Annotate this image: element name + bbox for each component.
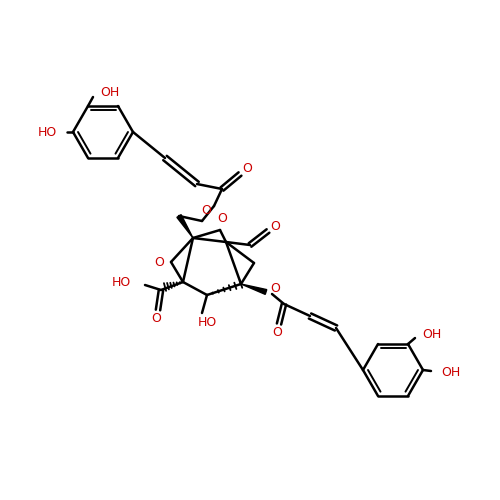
Text: OH: OH: [100, 86, 119, 98]
Text: O: O: [270, 220, 280, 232]
Text: O: O: [201, 204, 211, 216]
Text: O: O: [242, 162, 252, 175]
Text: O: O: [151, 312, 161, 324]
Polygon shape: [177, 214, 193, 238]
Text: HO: HO: [112, 276, 131, 289]
Text: O: O: [272, 326, 282, 340]
Text: HO: HO: [198, 316, 216, 328]
Polygon shape: [241, 284, 267, 294]
Text: HO: HO: [38, 126, 57, 138]
Text: O: O: [154, 256, 164, 268]
Text: O: O: [270, 282, 280, 296]
Text: OH: OH: [441, 366, 460, 380]
Text: O: O: [217, 212, 227, 226]
Text: OH: OH: [422, 328, 442, 340]
